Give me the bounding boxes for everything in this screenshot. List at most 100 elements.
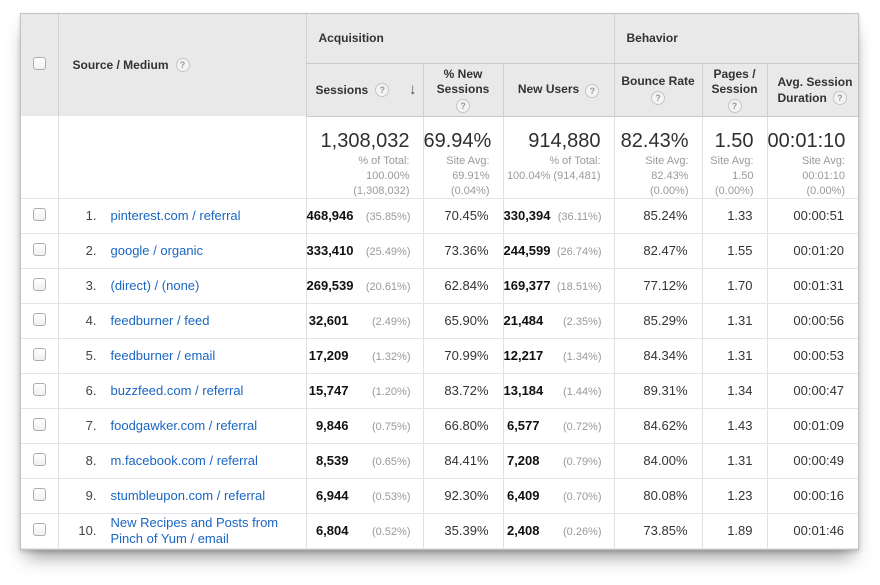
sessions-percent: (1.20%) xyxy=(371,386,411,398)
row-checkbox[interactable] xyxy=(32,207,46,221)
pct-new-sessions-cell: 66.80% xyxy=(422,408,503,444)
help-icon[interactable]: ? xyxy=(375,82,390,97)
row-checkbox[interactable] xyxy=(32,417,46,431)
sessions-percent: (0.53%) xyxy=(371,491,411,503)
source-medium-link[interactable]: feedburner / email xyxy=(110,347,216,363)
row-checkbox[interactable] xyxy=(32,277,46,291)
sessions-value: 6,944 xyxy=(315,488,349,503)
sessions-value: 32,601 xyxy=(308,313,349,328)
source-medium-link[interactable]: (direct) / (none) xyxy=(110,277,200,293)
sessions-percent: (1.32%) xyxy=(371,351,411,363)
row-checkbox[interactable] xyxy=(32,347,46,361)
sort-descending-icon[interactable]: ↓ xyxy=(409,81,417,98)
source-medium-link[interactable]: foodgawker.com / referral xyxy=(110,417,258,433)
new-users-cell: 21,484 (2.35%) xyxy=(502,303,615,339)
source-medium-link[interactable]: m.facebook.com / referral xyxy=(110,452,258,468)
column-header-source-medium[interactable]: Source / Medium? xyxy=(57,14,306,116)
new-users-cell: 2,408 (0.26%) xyxy=(502,513,615,549)
source-medium-link[interactable]: buzzfeed.com / referral xyxy=(110,382,244,398)
sessions-value: 17,209 xyxy=(308,348,349,363)
source-medium-link[interactable]: feedburner / feed xyxy=(110,312,210,328)
help-icon[interactable]: ? xyxy=(456,98,470,113)
help-icon[interactable]: ? xyxy=(175,58,190,73)
avg-session-duration-cell: 00:00:47 xyxy=(766,373,859,409)
help-icon[interactable]: ? xyxy=(585,83,600,98)
select-all-cell xyxy=(21,14,58,116)
column-header-avg-session-duration[interactable]: Avg. Session Duration? xyxy=(766,63,859,117)
new-users-percent: (0.26%) xyxy=(562,526,602,538)
column-header-bounce-rate[interactable]: Bounce Rate ? xyxy=(613,63,703,117)
pct-new-sessions-cell: 73.36% xyxy=(422,233,503,269)
avg-session-duration-cell: 00:00:53 xyxy=(766,338,859,374)
sessions-percent: (2.49%) xyxy=(371,316,411,328)
summary-empty-cell xyxy=(21,116,58,199)
bounce-rate-note: (0.00%) xyxy=(649,184,689,197)
sessions-cell: 17,209 (1.32%) xyxy=(305,338,423,374)
row-checkbox-cell xyxy=(21,408,58,444)
source-medium-cell: 7. foodgawker.com / referral xyxy=(57,408,306,444)
column-header-new-users[interactable]: New Users? xyxy=(502,63,615,117)
row-checkbox-cell xyxy=(21,268,58,304)
bounce-rate-avg: 82.43% xyxy=(620,129,689,152)
table-row: 7. foodgawker.com / referral 9,846 (0.75… xyxy=(21,408,859,444)
avg-session-duration-cell: 00:00:51 xyxy=(766,198,859,234)
column-header-sessions[interactable]: Sessions? ↓ xyxy=(305,63,423,117)
pages-session-cell: 1.33 xyxy=(701,198,768,234)
source-medium-label: Source / Medium xyxy=(72,57,169,72)
row-rank: 6. xyxy=(85,383,97,398)
source-medium-cell: 3. (direct) / (none) xyxy=(57,268,306,304)
pct-new-sessions-cell: 65.90% xyxy=(422,303,503,339)
new-users-cell: 7,208 (0.79%) xyxy=(502,443,615,479)
sessions-cell: 6,944 (0.53%) xyxy=(305,478,423,514)
group-header-row: Source / Medium? Acquisition Behavior xyxy=(21,14,859,116)
bounce-rate-note: Site Avg: xyxy=(645,154,689,167)
bounce-rate-cell: 85.29% xyxy=(613,303,703,339)
new-users-note: 100.04% (914,481) xyxy=(506,169,601,182)
help-icon[interactable]: ? xyxy=(832,91,847,106)
sessions-cell: 333,410 (25.49%) xyxy=(305,233,423,269)
pct-new-sessions-cell: 92.30% xyxy=(422,478,503,514)
source-medium-cell: 10. New Recipes and Posts from Pinch of … xyxy=(57,513,306,549)
avg-session-duration-cell: 00:01:09 xyxy=(766,408,859,444)
select-all-checkbox[interactable] xyxy=(32,57,46,70)
new-users-value: 169,377 xyxy=(503,278,551,293)
avg-session-duration-cell: 00:00:56 xyxy=(766,303,859,339)
pct-new-sessions-cell: 83.72% xyxy=(422,373,503,409)
help-icon[interactable]: ? xyxy=(651,91,666,105)
new-users-value: 13,184 xyxy=(503,383,544,398)
sessions-value: 468,946 xyxy=(306,208,354,223)
table-row: 1. pinterest.com / referral 468,946 (35.… xyxy=(21,198,859,234)
column-header-pages-session[interactable]: Pages / Session ? xyxy=(701,63,768,117)
new-users-cell: 330,394 (36.11%) xyxy=(502,198,615,234)
row-checkbox[interactable] xyxy=(32,312,46,326)
new-users-value: 244,599 xyxy=(503,243,551,258)
sessions-value: 8,539 xyxy=(315,453,349,468)
row-checkbox[interactable] xyxy=(32,487,46,501)
row-checkbox[interactable] xyxy=(32,522,46,536)
row-checkbox[interactable] xyxy=(32,242,46,256)
new-users-percent: (1.34%) xyxy=(562,351,602,363)
table-header: Source / Medium? Acquisition Behavior Se… xyxy=(21,14,859,117)
help-icon[interactable]: ? xyxy=(727,98,742,113)
source-medium-link[interactable]: New Recipes and Posts from Pinch of Yum … xyxy=(110,514,279,546)
bounce-rate-cell: 73.85% xyxy=(613,513,703,549)
new-users-percent: (2.35%) xyxy=(562,316,602,328)
summary-row: 1,308,032 % of Total: 100.00% (1,308,032… xyxy=(21,116,859,199)
source-medium-link[interactable]: google / organic xyxy=(110,242,204,258)
column-header-pct-new-sessions[interactable]: % New Sessions ? xyxy=(422,63,503,117)
pct-new-sessions-label: % New Sessions xyxy=(436,66,490,96)
row-checkbox-cell xyxy=(21,233,58,269)
source-medium-link[interactable]: stumbleupon.com / referral xyxy=(110,487,266,503)
row-checkbox-cell xyxy=(21,338,58,374)
avg-session-duration-label: Avg. Session Duration xyxy=(777,74,853,105)
sessions-cell: 6,804 (0.52%) xyxy=(305,513,423,549)
source-medium-link[interactable]: pinterest.com / referral xyxy=(110,207,241,223)
pages-session-cell: 1.70 xyxy=(701,268,768,304)
source-medium-cell: 6. buzzfeed.com / referral xyxy=(57,373,306,409)
new-users-percent: (26.74%) xyxy=(556,246,602,258)
row-checkbox[interactable] xyxy=(32,452,46,466)
bounce-rate-cell: 84.34% xyxy=(613,338,703,374)
bounce-rate-cell: 85.24% xyxy=(613,198,703,234)
sessions-percent: (0.65%) xyxy=(371,456,411,468)
row-checkbox[interactable] xyxy=(32,382,46,396)
